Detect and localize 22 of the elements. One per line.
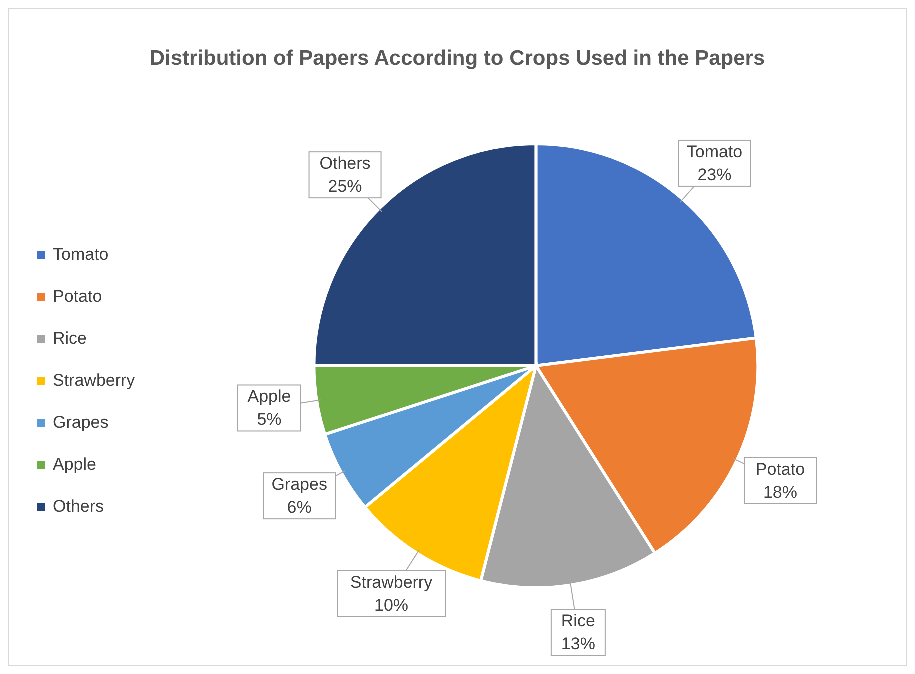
legend-label: Rice [53,329,88,349]
legend-label: Strawberry [53,371,136,391]
slice-label: Potato [756,460,806,479]
chart-title: Distribution of Papers According to Crops Used in the Papers [148,47,766,71]
legend-label: Apple [53,455,96,475]
legend-label: Potato [53,287,102,307]
slice-label: Apple [248,387,292,406]
data-label: 18% [763,482,798,502]
data-label: 13% [561,634,596,654]
slice-label: Others [320,154,371,174]
slice-label: Rice [561,612,596,631]
data-label: 10% [374,596,409,615]
data-label: 5% [257,410,282,430]
legend-label: Others [53,497,104,517]
data-label: 6% [287,498,312,518]
slice-label: Tomato [686,142,743,162]
data-label: 23% [698,165,732,184]
legend-label: Tomato [53,245,109,265]
data-label: 25% [328,177,362,196]
slice-label: Grapes [272,475,328,494]
slice-label: Strawberry [350,572,434,592]
legend-label: Grapes [53,413,109,433]
